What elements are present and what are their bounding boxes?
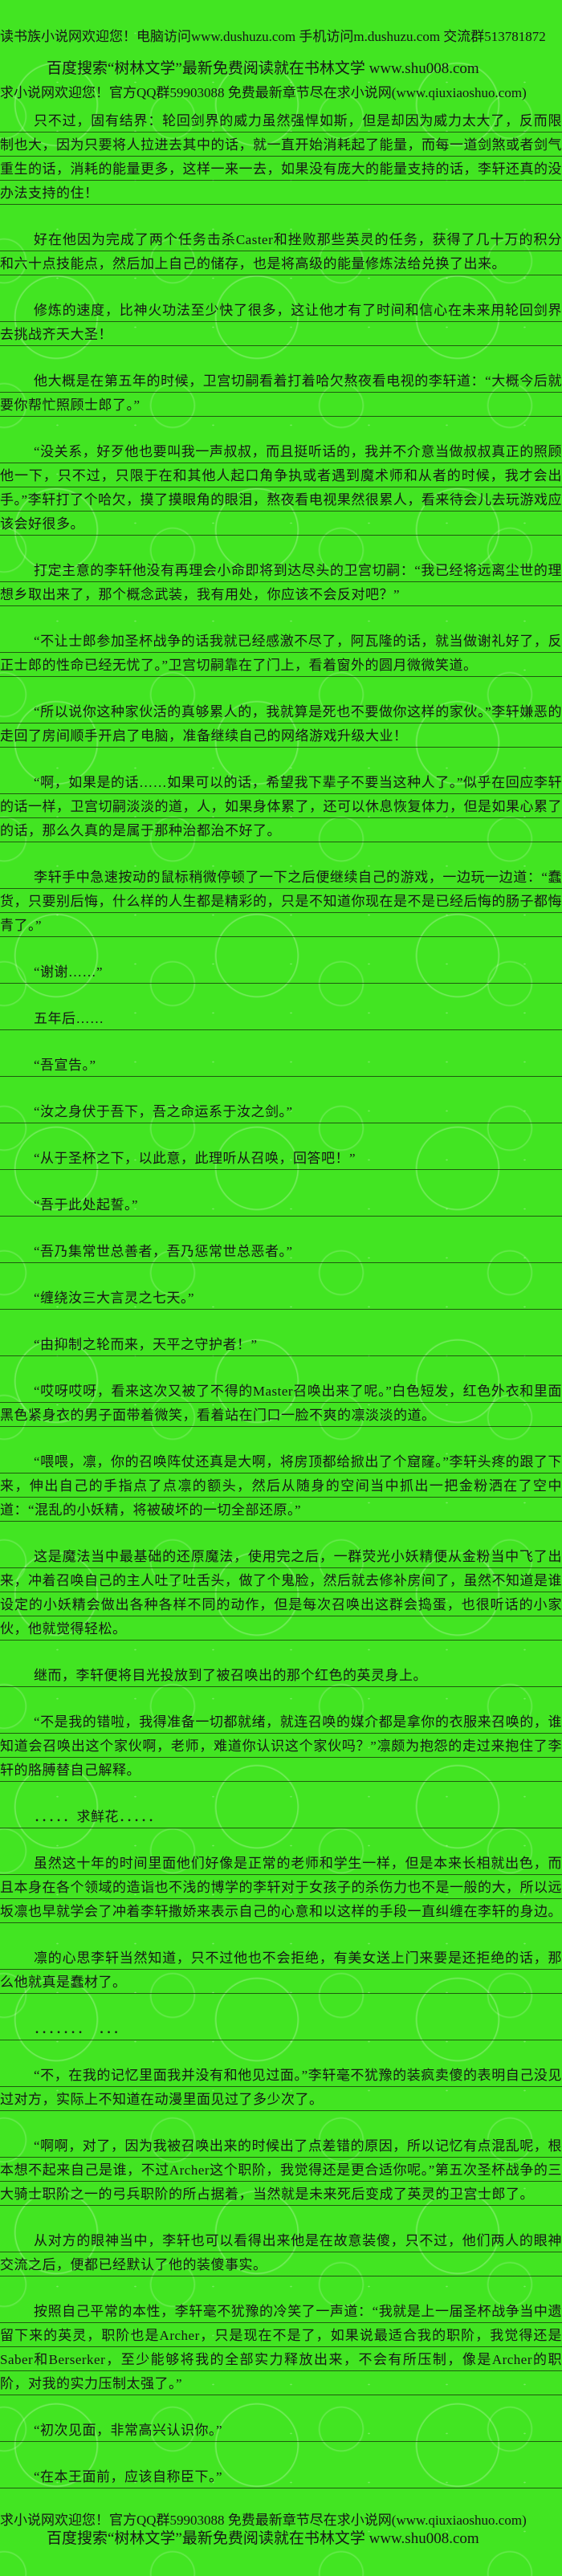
novel-paragraph: “啊，如果是的话……如果可以的话，希望我下辈子不要当这种人了。”似乎在回应李轩的…: [0, 771, 562, 843]
novel-paragraph: “汝之身伏于吾下，吾之命运系于汝之剑。”: [0, 1100, 562, 1124]
novel-paragraph: 按照自己平常的本性，李轩毫不犹豫的冷笑了一声道：“我就是上一届圣杯战争当中遗留下…: [0, 2300, 562, 2396]
footer-qq-group-banner: 求小说网欢迎您！官方QQ群59903088 免费最新章节尽在求小说网(www.q…: [0, 2513, 527, 2528]
novel-paragraph: “吾于此处起誓。”: [0, 1193, 562, 1217]
site-footer: 求小说网欢迎您！官方QQ群59903088 免费最新章节尽在求小说网(www.q…: [0, 2512, 562, 2551]
novel-paragraph: 好在他因为完成了两个任务击杀Caster和挫败那些英灵的任务，获得了几十万的积分…: [0, 228, 562, 276]
novel-paragraph: 这是魔法当中最基础的还原魔法，使用完之后，一群荧光小妖精便从金粉当中飞了出来，冲…: [0, 1545, 562, 1641]
novel-paragraph: “所以说你这种家伙活的真够累人的，我就算是死也不要做你这样的家伙。”李轩嫌恶的走…: [0, 700, 562, 748]
novel-paragraph: “不让士郎参加圣杯战争的话我就已经感激不尽了，阿瓦隆的话，就当做谢礼好了，反正士…: [0, 630, 562, 678]
novel-paragraph: “哎呀哎呀，看来这次又被了不得的Master召唤出来了呢。”白色短发，红色外衣和…: [0, 1380, 562, 1428]
novel-paragraph: 修炼的速度，比神火功法至少快了很多，这让他才有了时间和信心在未来用轮回剑界去挑战…: [0, 299, 562, 347]
novel-paragraph: ．．．．．求鲜花．．．．．: [0, 1805, 562, 1829]
novel-paragraph: “谢谢……”: [0, 960, 562, 984]
novel-paragraph: 继而，李轩便将目光投放到了被召唤出的那个红色的英灵身上。: [0, 1664, 562, 1688]
novel-paragraph: “喂喂，凛，你的召唤阵仗还真是大啊，将房顶都给掀出了个窟窿。”李轩头疼的跟了下来…: [0, 1450, 562, 1522]
site-header: 读书族小说网欢迎您！电脑访问www.dushuzu.com 手机访问m.dush…: [0, 0, 562, 103]
novel-paragraph: 虽然这十年的时间里面他们好像是正常的老师和学生一样，但是本来长相就出色，而且本身…: [0, 1852, 562, 1924]
novel-paragraph: 从对方的眼神当中，李轩也可以看得出来他是在故意装傻，只不过，他们两人的眼神交流之…: [0, 2229, 562, 2277]
novel-paragraph: 凛的心思李轩当然知道，只不过他也不会拒绝，有美女送上门来要是还拒绝的话，那么他就…: [0, 1946, 562, 1995]
qq-group-banner: 求小说网欢迎您！官方QQ群59903088 免费最新章节尽在求小说网(www.q…: [0, 85, 527, 100]
site-welcome-banner: 读书族小说网欢迎您！电脑访问www.dushuzu.com 手机访问m.dush…: [0, 29, 546, 44]
novel-paragraph: 他大概是在第五年的时候，卫宫切嗣看着打着哈欠熬夜看电视的李轩道：“大概今后就要你…: [0, 369, 562, 418]
novel-paragraph: “吾宣告。”: [0, 1054, 562, 1078]
novel-paragraph: “初次见面，非常高兴认识你。”: [0, 2419, 562, 2443]
novel-paragraph: ．．．．．．． ．．．: [0, 2017, 562, 2041]
novel-paragraph: 只不过，固有结界：轮回剑界的威力虽然强悍如斯，但是却因为威力太大了，反而限制也大…: [0, 109, 562, 206]
novel-paragraph: 打定主意的李轩他没有再理会小命即将到达尽头的卫宫切嗣：“我已经将远离尘世的理想乡…: [0, 559, 562, 607]
novel-paragraph: “从于圣杯之下，以此意，此理听从召唤，回答吧！”: [0, 1147, 562, 1171]
novel-paragraph: “没关系，好歹他也要叫我一声叔叔，而且挺听话的，我并不介意当做叔叔真正的照顾他一…: [0, 440, 562, 536]
novel-paragraph: “不是我的错啦，我得准备一切都就绪，就连召唤的媒介都是拿你的衣服来召唤的，谁知道…: [0, 1710, 562, 1783]
novel-paragraph: “吾乃集常世总善者，吾乃惩常世总恶者。”: [0, 1240, 562, 1264]
novel-paragraph: “不，在我的记忆里面我并没有和他见过面。”李轩毫不犹豫的装疯卖傻的表明自己没见过…: [0, 2064, 562, 2112]
novel-text: 只不过，固有结界：轮回剑界的威力虽然强悍如斯，但是却因为威力太大了，反而限制也大…: [0, 109, 562, 2489]
novel-paragraph: “啊啊，对了，因为我被召唤出来的时候出了点差错的原因，所以记忆有点混乱呢，根本想…: [0, 2134, 562, 2207]
novel-paragraph: 五年后……: [0, 1007, 562, 1031]
novel-paragraph: 李轩手中急速按动的鼠标稍微停顿了一下之后便继续自己的游戏，一边玩一边道：“蠢货，…: [0, 866, 562, 938]
novel-paragraph: “在本王面前，应该自称臣下。”: [0, 2465, 562, 2489]
novel-paragraph: “缠绕汝三大言灵之七天。”: [0, 1286, 562, 1310]
footer-baidu-promo-banner: 百度搜索“树林文学”最新免费阅读就在书林文学 www.shu008.com: [47, 2530, 479, 2547]
baidu-promo-banner: 百度搜索“树林文学”最新免费阅读就在书林文学 www.shu008.com: [47, 60, 479, 77]
novel-paragraph: “由抑制之轮而来，天平之守护者！”: [0, 1333, 562, 1357]
